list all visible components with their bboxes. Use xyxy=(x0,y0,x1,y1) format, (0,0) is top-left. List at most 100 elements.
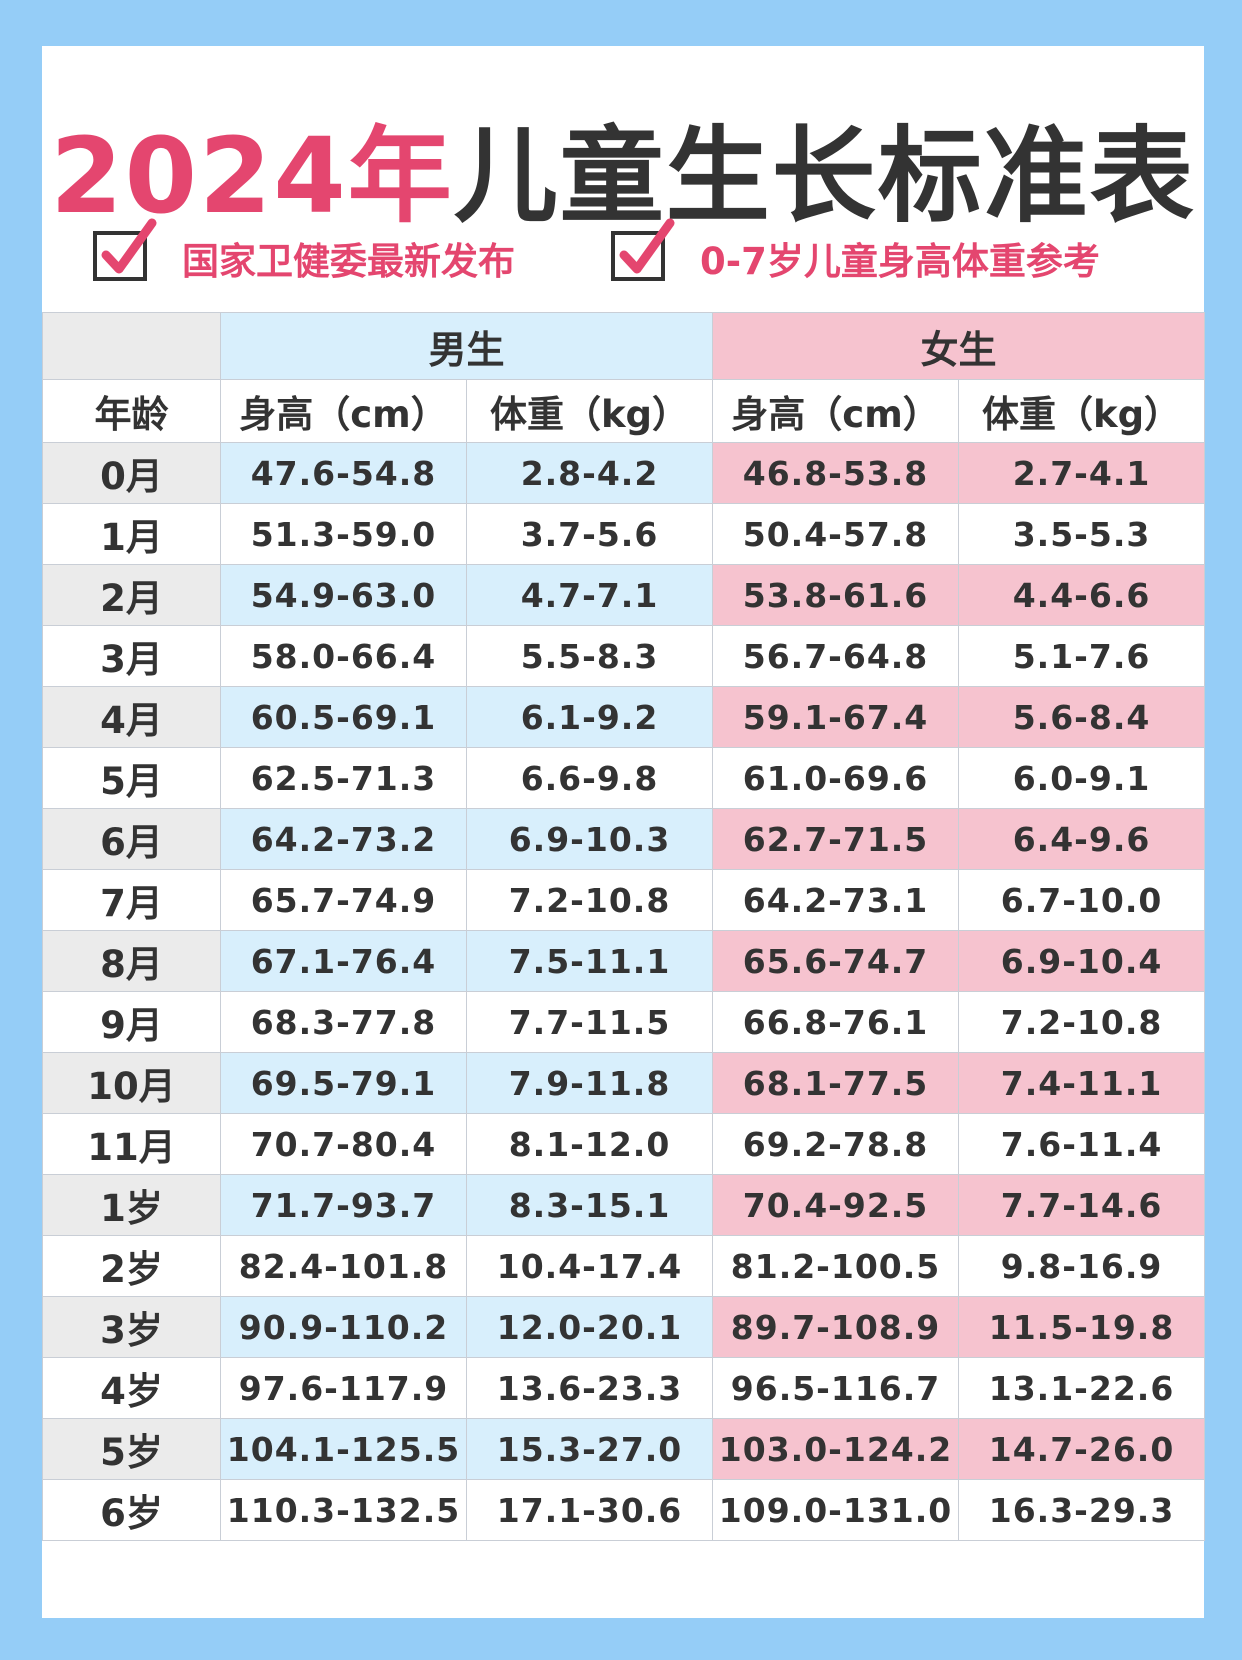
girls-height-cell: 61.0-69.6 xyxy=(712,747,960,809)
table-row: 1月 51.3-59.0 3.7-5.6 50.4-57.8 3.5-5.3 xyxy=(42,503,1206,565)
girls-weight-cell: 6.4-9.6 xyxy=(958,808,1206,870)
girls-height-cell: 89.7-108.9 xyxy=(712,1296,960,1358)
header-boys-weight: 体重（kg） xyxy=(465,379,714,443)
table-row: 3月 58.0-66.4 5.5-8.3 56.7-64.8 5.1-7.6 xyxy=(42,625,1206,687)
girls-height-cell: 103.0-124.2 xyxy=(712,1418,960,1480)
growth-table: 男生 女生 年龄 身高（cm） 体重（kg） 身高（cm） 体重（kg） 0月 4… xyxy=(42,312,1206,1541)
table-row: 11月 70.7-80.4 8.1-12.0 69.2-78.8 7.6-11.4 xyxy=(42,1113,1206,1175)
age-cell: 4岁 xyxy=(42,1357,221,1419)
table-row: 5岁 104.1-125.5 15.3-27.0 103.0-124.2 14.7-26… xyxy=(42,1418,1206,1480)
girls-height-cell: 53.8-61.6 xyxy=(712,564,960,626)
girls-weight-cell: 13.1-22.6 xyxy=(958,1357,1206,1419)
table-row: 7月 65.7-74.9 7.2-10.8 64.2-73.1 6.7-10.0 xyxy=(42,869,1206,931)
table-row: 5月 62.5-71.3 6.6-9.8 61.0-69.6 6.0-9.1 xyxy=(42,747,1206,809)
boys-height-cell: 68.3-77.8 xyxy=(220,991,467,1053)
boys-weight-cell: 17.1-30.6 xyxy=(465,1479,714,1541)
girls-weight-cell: 7.7-14.6 xyxy=(958,1174,1206,1236)
boys-weight-cell: 8.3-15.1 xyxy=(465,1174,714,1236)
age-cell: 2月 xyxy=(42,564,221,626)
header-girls: 女生 xyxy=(712,312,1206,380)
boys-weight-cell: 6.1-9.2 xyxy=(465,686,714,748)
boys-weight-cell: 10.4-17.4 xyxy=(465,1235,714,1297)
boys-height-cell: 67.1-76.4 xyxy=(220,930,467,992)
age-cell: 3岁 xyxy=(42,1296,221,1358)
boys-height-cell: 51.3-59.0 xyxy=(220,503,467,565)
age-cell: 1月 xyxy=(42,503,221,565)
girls-height-cell: 66.8-76.1 xyxy=(712,991,960,1053)
girls-height-cell: 69.2-78.8 xyxy=(712,1113,960,1175)
age-cell: 11月 xyxy=(42,1113,221,1175)
girls-height-cell: 109.0-131.0 xyxy=(712,1479,960,1541)
boys-height-cell: 71.7-93.7 xyxy=(220,1174,467,1236)
girls-weight-cell: 6.7-10.0 xyxy=(958,869,1206,931)
table-row: 2岁 82.4-101.8 10.4-17.4 81.2-100.5 9.8-16.9 xyxy=(42,1235,1206,1297)
girls-height-cell: 81.2-100.5 xyxy=(712,1235,960,1297)
boys-height-cell: 58.0-66.4 xyxy=(220,625,467,687)
boys-height-cell: 62.5-71.3 xyxy=(220,747,467,809)
subtitle-source: 国家卫健委最新发布 xyxy=(93,218,515,296)
title-text: 儿童生长标准表 xyxy=(453,115,1196,237)
boys-weight-cell: 7.5-11.1 xyxy=(465,930,714,992)
boys-height-cell: 110.3-132.5 xyxy=(220,1479,467,1541)
boys-weight-cell: 6.6-9.8 xyxy=(465,747,714,809)
table-row: 3岁 90.9-110.2 12.0-20.1 89.7-108.9 11.5-19.8 xyxy=(42,1296,1206,1358)
age-cell: 8月 xyxy=(42,930,221,992)
girls-height-cell: 62.7-71.5 xyxy=(712,808,960,870)
age-cell: 9月 xyxy=(42,991,221,1053)
boys-weight-cell: 7.2-10.8 xyxy=(465,869,714,931)
table-row: 6月 64.2-73.2 6.9-10.3 62.7-71.5 6.4-9.6 xyxy=(42,808,1206,870)
girls-weight-cell: 4.4-6.6 xyxy=(958,564,1206,626)
subtitle-text: 0-7岁儿童身高体重参考 xyxy=(700,240,1100,283)
boys-weight-cell: 6.9-10.3 xyxy=(465,808,714,870)
table-row: 8月 67.1-76.4 7.5-11.1 65.6-74.7 6.9-10.4 xyxy=(42,930,1206,992)
girls-height-cell: 65.6-74.7 xyxy=(712,930,960,992)
boys-weight-cell: 2.8-4.2 xyxy=(465,442,714,504)
girls-weight-cell: 14.7-26.0 xyxy=(958,1418,1206,1480)
girls-height-cell: 59.1-67.4 xyxy=(712,686,960,748)
age-cell: 4月 xyxy=(42,686,221,748)
girls-height-cell: 46.8-53.8 xyxy=(712,442,960,504)
title-year: 2024年 xyxy=(50,115,454,237)
checkbox-checked-icon xyxy=(611,218,675,285)
girls-weight-cell: 9.8-16.9 xyxy=(958,1235,1206,1297)
girls-weight-cell: 2.7-4.1 xyxy=(958,442,1206,504)
age-cell: 5月 xyxy=(42,747,221,809)
age-cell: 3月 xyxy=(42,625,221,687)
boys-height-cell: 65.7-74.9 xyxy=(220,869,467,931)
table-row: 0月 47.6-54.8 2.8-4.2 46.8-53.8 2.7-4.1 xyxy=(42,442,1206,504)
table-body: 0月 47.6-54.8 2.8-4.2 46.8-53.8 2.7-4.1 1月 51.3… xyxy=(42,442,1206,1541)
boys-height-cell: 104.1-125.5 xyxy=(220,1418,467,1480)
table-row: 1岁 71.7-93.7 8.3-15.1 70.4-92.5 7.7-14.6 xyxy=(42,1174,1206,1236)
age-cell: 7月 xyxy=(42,869,221,931)
boys-weight-cell: 8.1-12.0 xyxy=(465,1113,714,1175)
table-row: 10月 69.5-79.1 7.9-11.8 68.1-77.5 7.4-11.1 xyxy=(42,1052,1206,1114)
girls-weight-cell: 6.0-9.1 xyxy=(958,747,1206,809)
girls-weight-cell: 5.6-8.4 xyxy=(958,686,1206,748)
girls-height-cell: 50.4-57.8 xyxy=(712,503,960,565)
header-girls-weight: 体重（kg） xyxy=(958,379,1206,443)
boys-weight-cell: 4.7-7.1 xyxy=(465,564,714,626)
boys-weight-cell: 12.0-20.1 xyxy=(465,1296,714,1358)
table-row: 4月 60.5-69.1 6.1-9.2 59.1-67.4 5.6-8.4 xyxy=(42,686,1206,748)
boys-height-cell: 64.2-73.2 xyxy=(220,808,467,870)
boys-height-cell: 60.5-69.1 xyxy=(220,686,467,748)
boys-height-cell: 90.9-110.2 xyxy=(220,1296,467,1358)
boys-weight-cell: 5.5-8.3 xyxy=(465,625,714,687)
girls-height-cell: 64.2-73.1 xyxy=(712,869,960,931)
header-boys-height: 身高（cm） xyxy=(220,379,467,443)
age-cell: 2岁 xyxy=(42,1235,221,1297)
subtitle-text: 国家卫健委最新发布 xyxy=(182,240,515,283)
boys-weight-cell: 3.7-5.6 xyxy=(465,503,714,565)
girls-weight-cell: 7.4-11.1 xyxy=(958,1052,1206,1114)
girls-weight-cell: 7.6-11.4 xyxy=(958,1113,1206,1175)
header-corner xyxy=(42,312,221,380)
girls-weight-cell: 16.3-29.3 xyxy=(958,1479,1206,1541)
page-title: 2024年儿童生长标准表 xyxy=(42,124,1204,228)
boys-weight-cell: 15.3-27.0 xyxy=(465,1418,714,1480)
header-girls-height: 身高（cm） xyxy=(712,379,960,443)
table-row: 6岁 110.3-132.5 17.1-30.6 109.0-131.0 16.3-29… xyxy=(42,1479,1206,1541)
age-cell: 0月 xyxy=(42,442,221,504)
girls-weight-cell: 7.2-10.8 xyxy=(958,991,1206,1053)
girls-weight-cell: 3.5-5.3 xyxy=(958,503,1206,565)
girls-weight-cell: 5.1-7.6 xyxy=(958,625,1206,687)
